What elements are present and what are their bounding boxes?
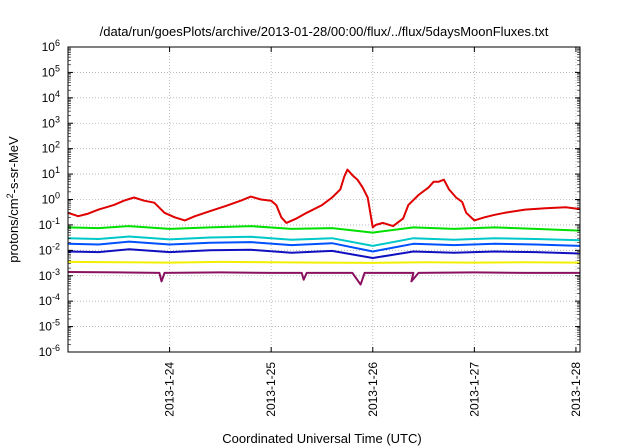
y-tick-label-base: 10 (42, 167, 56, 181)
y-tick-label-base: 10 (42, 91, 56, 105)
y-tick-label-exp: 4 (55, 89, 60, 99)
series-line-5 (67, 248, 581, 259)
series-line-4 (67, 240, 581, 253)
y-tick-label-exp: 6 (55, 38, 60, 48)
y-axis-label-sup: 2 (5, 193, 15, 198)
y-tick-label-exp: -4 (52, 292, 60, 302)
y-tick-label: 10-1 (39, 216, 60, 232)
y-tick-label: 102 (42, 140, 60, 156)
y-tick-label-base: 10 (39, 218, 53, 232)
y-tick-label: 10-5 (39, 318, 60, 334)
y-tick-label-exp: 3 (55, 114, 60, 124)
y-tick-label-exp: 2 (55, 140, 60, 150)
y-tick-label-base: 10 (42, 193, 56, 207)
y-tick-label-exp: 0 (55, 191, 60, 201)
y-tick-label-exp: -3 (52, 267, 60, 277)
y-tick-label-base: 10 (42, 116, 56, 130)
series-line-7 (67, 271, 580, 286)
y-tick-label-base: 10 (39, 320, 53, 334)
y-tick-label: 10-2 (39, 241, 60, 257)
x-tick-label: 2013-1-25 (264, 362, 278, 417)
y-tick-label: 100 (42, 191, 60, 207)
series-line-2 (67, 225, 581, 234)
y-tick-label-base: 10 (42, 65, 56, 79)
y-tick-label-base: 10 (39, 345, 53, 359)
y-axis-label: protons/cm2-s-sr-MeV (5, 136, 21, 263)
y-tick-label-base: 10 (39, 243, 53, 257)
y-tick-label-exp: -2 (52, 241, 60, 251)
chart-title: /data/run/goesPlots/archive/2013-01-28/0… (100, 24, 549, 39)
x-tick-label: 2013-1-26 (366, 362, 380, 417)
y-axis-label-part1: protons/cm (6, 198, 21, 262)
y-tick-label: 106 (42, 38, 60, 54)
y-axis-ticks: 10610510410310210110010-110-210-310-410-… (39, 38, 580, 359)
y-tick-label-base: 10 (39, 269, 53, 283)
x-tick-label: 2013-1-28 (569, 362, 583, 417)
y-tick-label: 10-3 (39, 267, 60, 283)
y-tick-label-base: 10 (42, 40, 56, 54)
series-line-1 (67, 168, 581, 229)
y-tick-label-base: 10 (42, 142, 56, 156)
y-tick-label: 101 (42, 165, 60, 181)
grid (68, 47, 580, 352)
y-tick-label: 103 (42, 114, 60, 130)
x-tick-label: 2013-1-24 (163, 362, 177, 417)
y-tick-label-exp: 1 (55, 165, 60, 175)
y-tick-label: 104 (42, 89, 60, 105)
y-tick-label-exp: -6 (52, 343, 60, 353)
x-tick-label: 2013-1-27 (467, 362, 481, 417)
series-group (67, 168, 581, 286)
y-tick-label-exp: -5 (52, 318, 60, 328)
y-axis-label-part2: -s-sr-MeV (6, 136, 21, 193)
y-tick-label: 105 (42, 63, 60, 79)
series-line-6 (67, 260, 581, 264)
x-axis-label: Coordinated Universal Time (UTC) (222, 431, 421, 446)
y-tick-label-base: 10 (39, 294, 53, 308)
y-tick-label-exp: -1 (52, 216, 60, 226)
series-line-3 (67, 235, 581, 247)
x-axis-ticks: 2013-1-24 2013-1-25 2013-1-26 2013-1-27 2013… (163, 47, 583, 417)
y-tick-label-exp: 5 (55, 63, 60, 73)
y-tick-label: 10-4 (39, 292, 60, 308)
y-tick-label: 10-6 (39, 343, 60, 359)
